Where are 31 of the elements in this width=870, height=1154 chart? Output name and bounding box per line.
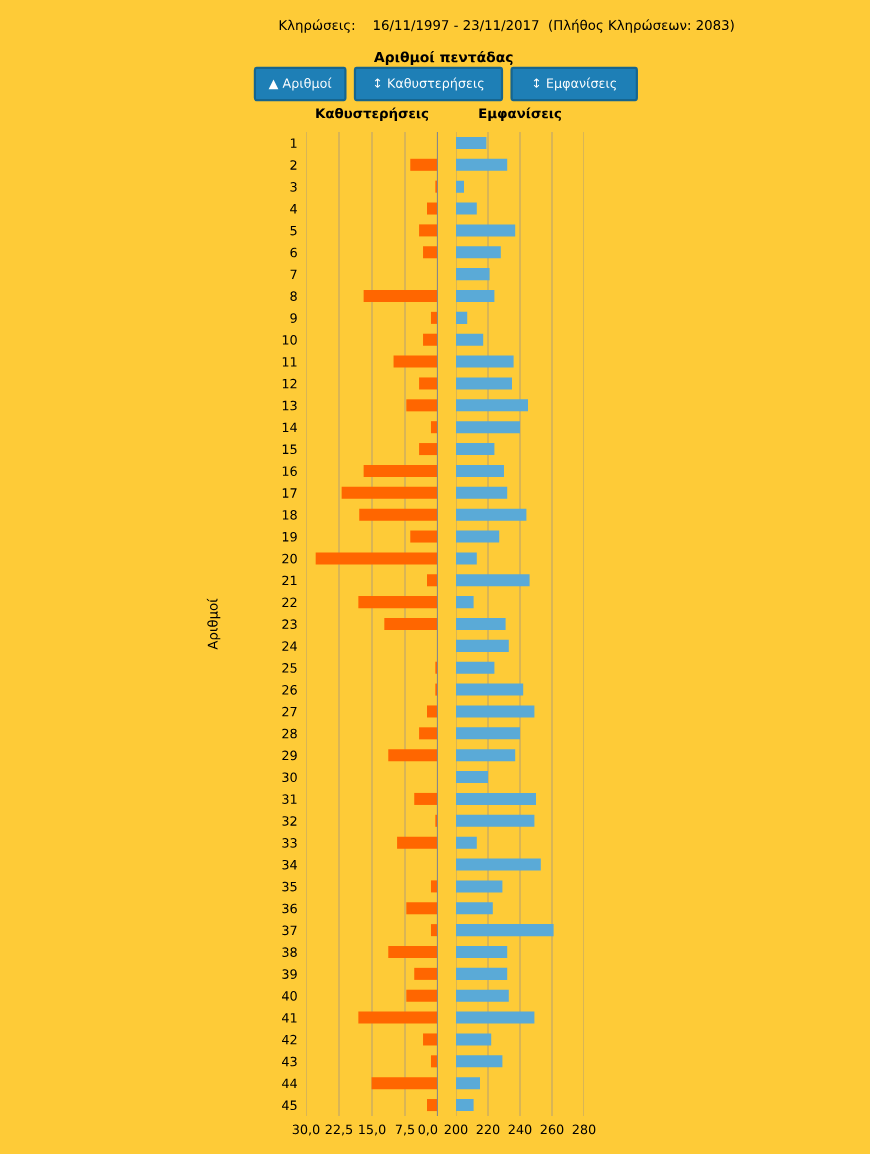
bar <box>419 443 438 456</box>
bar <box>406 399 438 412</box>
bar <box>419 727 438 740</box>
bar <box>423 1033 438 1046</box>
bar <box>384 617 438 631</box>
bar <box>371 1077 438 1090</box>
bar <box>363 289 438 303</box>
bar <box>397 836 438 849</box>
bar <box>410 530 438 543</box>
bar <box>359 508 438 521</box>
bar <box>363 464 438 477</box>
bar <box>414 792 438 805</box>
bar <box>419 224 438 237</box>
bar <box>341 486 438 499</box>
bar <box>414 967 438 980</box>
bar <box>423 246 438 259</box>
bar <box>358 1011 438 1024</box>
bar <box>419 377 438 390</box>
bar <box>427 1099 438 1112</box>
bar <box>358 596 438 609</box>
bar <box>388 749 438 762</box>
bar <box>423 333 438 346</box>
bar <box>406 989 438 1002</box>
bar <box>406 902 438 915</box>
bar <box>393 355 438 368</box>
bar <box>427 574 438 587</box>
bar <box>427 202 438 215</box>
bar <box>388 945 438 959</box>
bar <box>410 158 438 171</box>
bar <box>427 705 438 718</box>
bar <box>315 552 438 565</box>
